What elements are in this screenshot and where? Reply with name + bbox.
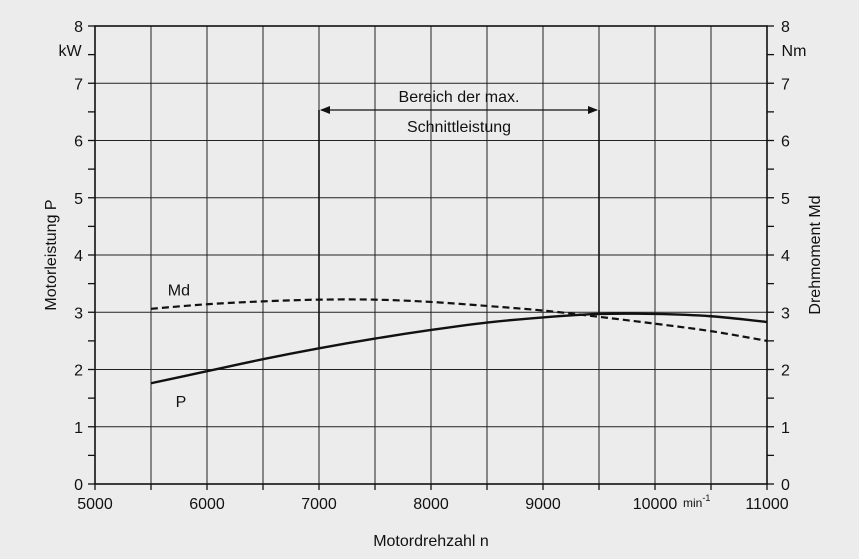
y-tick-label-right: 2 bbox=[781, 363, 790, 380]
y-tick-label-left: 8 bbox=[74, 19, 83, 36]
annotation-line-2: Schnittleistung bbox=[407, 119, 511, 136]
x-tick-label: 8000 bbox=[413, 496, 449, 513]
annotation-line-1: Bereich der max. bbox=[399, 89, 520, 106]
y-tick-label-left: 2 bbox=[74, 363, 83, 380]
right-axis-label: Drehmoment Md bbox=[807, 195, 824, 314]
series-line-md bbox=[150, 298, 768, 342]
annotation-arrowhead-left bbox=[320, 106, 330, 114]
y-tick-label-right: 0 bbox=[781, 477, 790, 494]
y-tick-label-left: 6 bbox=[74, 134, 83, 151]
ticks bbox=[88, 25, 774, 490]
left-axis-unit: kW bbox=[58, 43, 82, 60]
plot-frame bbox=[94, 25, 768, 485]
y-tick-label-right: 1 bbox=[781, 420, 790, 437]
y-tick-label-left: 3 bbox=[74, 305, 83, 322]
series-label-md: Md bbox=[168, 283, 190, 300]
x-tick-label: 6000 bbox=[189, 496, 225, 513]
series-lines bbox=[150, 298, 768, 385]
y-tick-label-left: 4 bbox=[74, 248, 83, 265]
left-axis-label: Motorleistung P bbox=[43, 199, 60, 310]
y-tick-label-right: 7 bbox=[781, 76, 790, 93]
y-tick-label-left: 7 bbox=[74, 76, 83, 93]
x-tick-label: 11000 bbox=[745, 496, 788, 513]
x-tick-label: 10000 bbox=[633, 496, 678, 513]
x-axis-unit-exponent: -1 bbox=[702, 493, 710, 503]
x-axis-unit-base: min bbox=[683, 496, 702, 510]
grid bbox=[95, 26, 767, 484]
y-tick-label-left: 1 bbox=[74, 420, 83, 437]
series-label-p: P bbox=[176, 394, 187, 411]
right-axis-unit: Nm bbox=[782, 43, 807, 60]
x-tick-label: 7000 bbox=[301, 496, 337, 513]
y-tick-label-right: 6 bbox=[781, 134, 790, 151]
tick-labels: 5000 6000 7000 8000 9000 10000 11000 0 0 1 1 2 2 3 3 4 4… bbox=[74, 19, 790, 513]
y-tick-label-right: 4 bbox=[781, 248, 790, 265]
x-tick-label: 9000 bbox=[525, 496, 561, 513]
x-axis-label: Motordrehzahl n bbox=[373, 533, 489, 550]
y-tick-label-right: 5 bbox=[781, 191, 790, 208]
y-tick-label-right: 3 bbox=[781, 305, 790, 322]
x-tick-label: 5000 bbox=[77, 496, 113, 513]
annotation-arrowhead-right bbox=[588, 106, 598, 114]
x-axis-unit: min-1 bbox=[683, 493, 710, 510]
y-tick-label-right: 8 bbox=[781, 19, 790, 36]
annotation bbox=[318, 106, 600, 349]
y-tick-label-left: 0 bbox=[74, 477, 83, 494]
series-line-p bbox=[150, 312, 768, 385]
y-tick-label-left: 5 bbox=[74, 191, 83, 208]
